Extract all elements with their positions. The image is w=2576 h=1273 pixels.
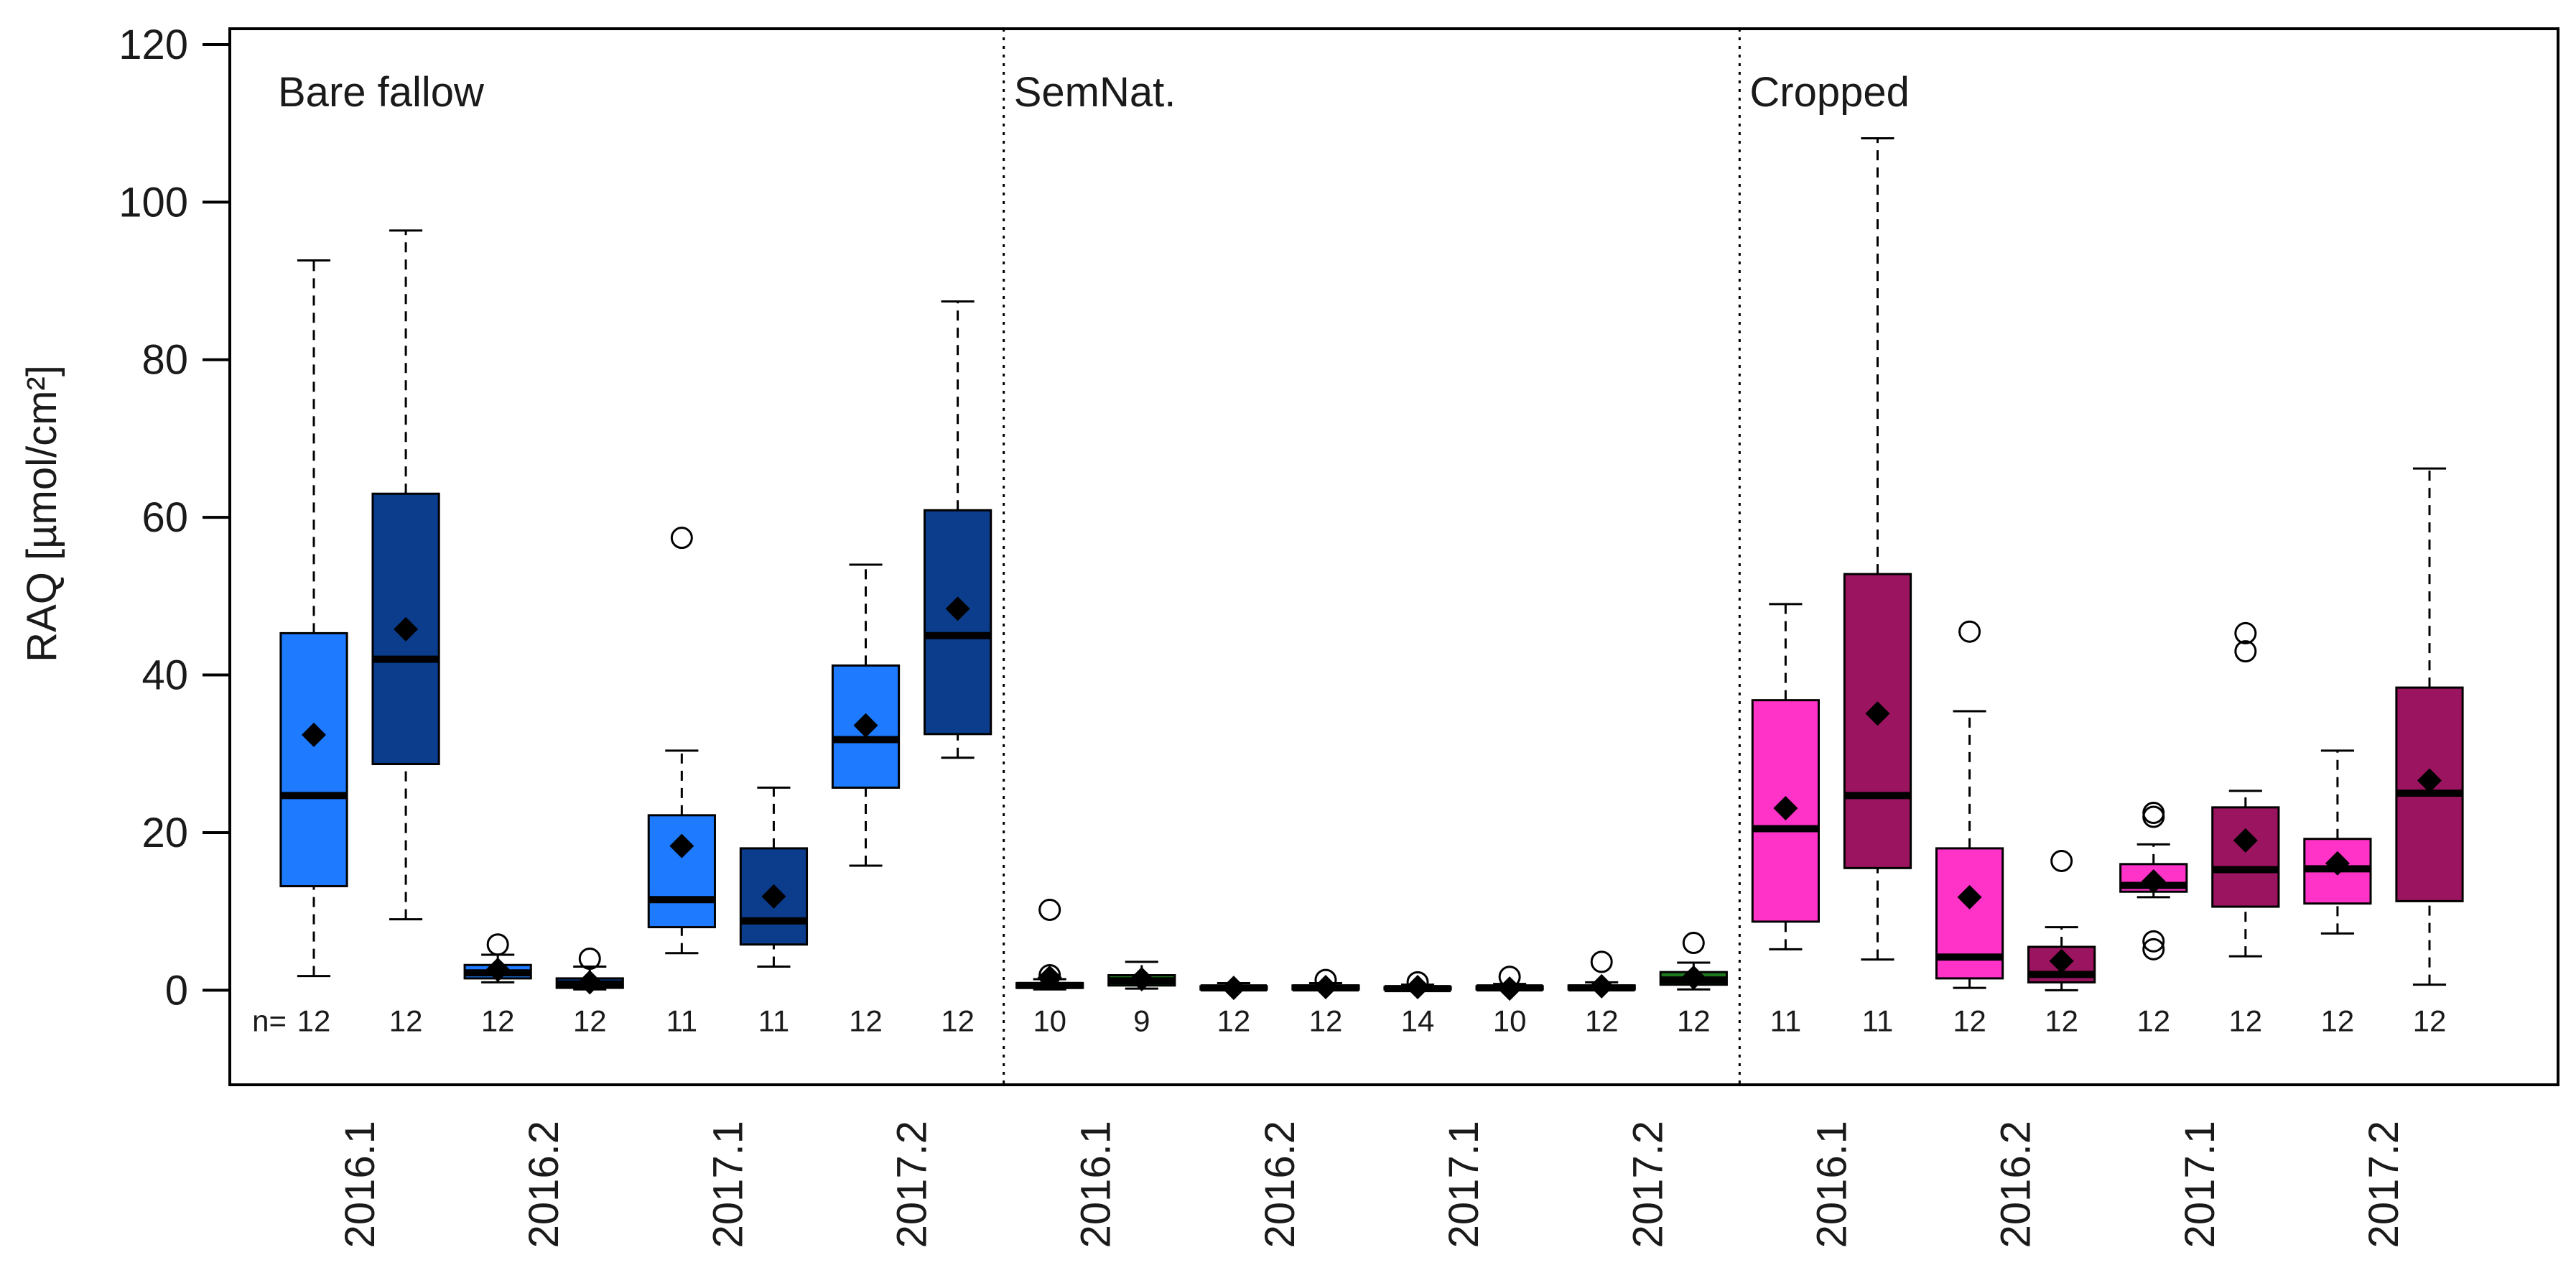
panel-labels: Bare fallow SemNat. Cropped: [278, 69, 1910, 116]
markers: [302, 527, 2442, 1001]
outlier-point: [2142, 930, 2165, 953]
x-tick-label: 2016.2: [1993, 1121, 2040, 1248]
n-label: 12: [849, 1004, 883, 1037]
mean-marker: [485, 957, 511, 982]
outlier-point: [2050, 849, 2073, 872]
n-label: 10: [1033, 1004, 1066, 1037]
n-label: 12: [2045, 1004, 2078, 1037]
box-bare-fallow2016-1: [279, 631, 348, 888]
n-label: 12: [389, 1004, 423, 1037]
panel-label: Bare fallow: [278, 69, 485, 116]
outlier-point: [1682, 932, 1705, 955]
x-tick-label: 2016.1: [1073, 1121, 1120, 1248]
outlier-point: [578, 947, 601, 970]
mean-marker: [1589, 973, 1614, 999]
x-tick-label: 2017.1: [1441, 1121, 1487, 1248]
mean-marker: [1129, 967, 1154, 991]
n-label: 12: [297, 1004, 331, 1037]
mean-marker: [853, 713, 878, 738]
panel-label: Cropped: [1749, 69, 1909, 116]
mean-marker: [2233, 828, 2258, 853]
outlier-point: [1038, 898, 1061, 921]
x-axis-labels: 2016.1 2016.2 2017.1 2017.2 2016.1 2016.2 2017…: [337, 1121, 2407, 1248]
mean-marker: [302, 722, 326, 747]
n-label: 11: [1862, 1004, 1894, 1037]
outlier-point: [486, 933, 509, 956]
box-cropped2017-1: [2211, 806, 2280, 908]
n-label: 11: [666, 1004, 698, 1037]
outlier-point: [2142, 938, 2165, 960]
n-label: 14: [1401, 1004, 1435, 1037]
x-tick-label: 2016.1: [1808, 1121, 1855, 1248]
n-label: 12: [1585, 1004, 1619, 1037]
n-label: 12: [941, 1004, 975, 1037]
mean-marker: [1497, 976, 1522, 1001]
mean-marker: [945, 596, 970, 621]
whiskers: [297, 136, 2447, 991]
y-tick-label: 40: [141, 652, 188, 699]
n-label: 11: [758, 1004, 790, 1037]
x-tick-label: 2017.2: [1624, 1121, 1671, 1248]
mean-marker: [1957, 884, 1982, 909]
outlier-point: [1590, 950, 1613, 973]
y-tick-label: 80: [141, 337, 188, 384]
x-tick-label: 2016.1: [337, 1121, 383, 1248]
x-tick-label: 2017.2: [2361, 1121, 2407, 1248]
n-label: 10: [1493, 1004, 1527, 1037]
n-label: 12: [2321, 1004, 2355, 1037]
y-axis-title: RAQ [µmol/cm²]: [19, 365, 65, 662]
outlier-point: [670, 527, 693, 550]
x-tick-label: 2017.2: [889, 1121, 936, 1248]
mean-marker: [1681, 965, 1706, 990]
mean-marker: [1405, 974, 1431, 999]
y-tick-label: 60: [141, 494, 188, 541]
mean-marker: [1037, 965, 1062, 990]
mean-marker: [2141, 869, 2166, 894]
x-tick-label: 2016.2: [1257, 1121, 1303, 1248]
n-label: 11: [1770, 1004, 1802, 1037]
mean-marker: [394, 616, 419, 642]
n-label: 12: [2413, 1004, 2447, 1037]
y-tick-label: 120: [118, 22, 188, 68]
outlier-point: [2234, 621, 2257, 644]
n-label: 12: [1953, 1004, 1986, 1037]
n-label: 12: [1309, 1004, 1343, 1037]
n-label: 12: [481, 1004, 515, 1037]
y-tick-label: 0: [165, 967, 188, 1014]
n-label: 12: [573, 1004, 607, 1037]
outlier-point: [1958, 620, 1981, 643]
x-tick-label: 2017.1: [2177, 1121, 2223, 1248]
outlier-point: [2234, 640, 2257, 663]
mean-marker: [577, 970, 603, 995]
mean-marker: [2325, 851, 2350, 876]
n-label: 12: [1217, 1004, 1251, 1037]
y-axis: 0 20 40 60 80 100 120: [118, 22, 231, 1014]
mean-marker: [1773, 795, 1798, 820]
n-prefix: n=: [252, 1004, 287, 1037]
n-label: 12: [2228, 1004, 2262, 1037]
mean-marker: [1313, 974, 1338, 999]
sample-size-labels: 12 12 12 12 11 11 12 12 10 9 12 12 14 10 12 12 11 11 12 12 1…: [252, 1004, 2446, 1037]
box-bare-fallow2017-2: [923, 509, 992, 736]
n-label: 12: [2136, 1004, 2170, 1037]
n-label: 12: [1677, 1004, 1711, 1037]
box-bare-fallow2017-1: [647, 814, 716, 929]
y-tick-label: 100: [118, 179, 188, 226]
y-tick-label: 20: [141, 810, 188, 856]
separator-lines: [1003, 29, 1741, 1085]
mean-marker: [1221, 976, 1246, 1001]
outlier-point: [2142, 805, 2165, 828]
panel-label: SemNat.: [1014, 69, 1176, 116]
mean-marker: [1865, 701, 1890, 726]
x-tick-label: 2016.2: [521, 1121, 567, 1248]
mean-marker: [669, 833, 694, 858]
mean-marker: [2417, 768, 2442, 793]
x-tick-label: 2017.1: [705, 1121, 751, 1248]
mean-marker: [2049, 948, 2074, 973]
mean-marker: [761, 884, 786, 909]
n-label: 9: [1133, 1004, 1150, 1037]
